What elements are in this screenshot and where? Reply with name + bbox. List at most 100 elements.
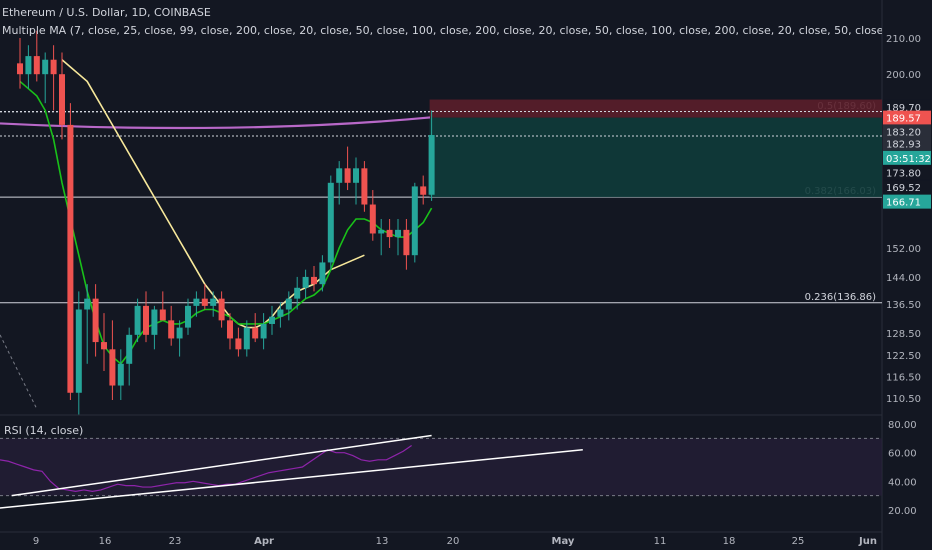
- candle-body: [378, 229, 385, 234]
- time-tick-label: 11: [654, 536, 667, 547]
- target-zone: [429, 117, 882, 198]
- price-tick-label: 210.00: [886, 34, 921, 45]
- candle-body: [344, 168, 351, 183]
- price-tick-label: 144.00: [886, 273, 921, 284]
- candle-body: [336, 168, 343, 183]
- candle-body: [369, 204, 376, 234]
- candle-body: [67, 124, 74, 393]
- rsi-trendline: [0, 449, 583, 509]
- candle-body: [50, 59, 57, 75]
- time-tick-label: 23: [169, 536, 182, 547]
- candle-body: [42, 59, 49, 75]
- candle-body: [101, 342, 107, 350]
- ma-short-line: [19, 80, 433, 365]
- candle-body: [185, 305, 191, 328]
- candle-body: [210, 298, 217, 306]
- candle-body: [33, 56, 40, 75]
- time-tick-label: 13: [376, 536, 389, 547]
- rsi-tick-label: 20.00: [888, 506, 917, 517]
- price-tick-label: 173.80: [886, 169, 921, 180]
- candle-body: [420, 186, 427, 195]
- price-tick-label: 200.00: [886, 70, 921, 81]
- candle-body: [361, 168, 368, 205]
- candle-body: [134, 305, 141, 335]
- time-tick-label: Apr: [254, 536, 274, 547]
- candle-body: [395, 229, 401, 238]
- trend-line: [0, 334, 37, 408]
- time-tick-label: 20: [447, 536, 460, 547]
- candle-body: [260, 323, 267, 339]
- candle-body: [252, 327, 259, 339]
- candle-body: [319, 262, 326, 285]
- price-tag: [883, 124, 931, 139]
- candle-body: [84, 298, 91, 310]
- candle-body: [117, 363, 124, 386]
- price-tag: [883, 194, 931, 209]
- time-tick-label: 16: [99, 536, 112, 547]
- price-tick-label: 189.57: [886, 114, 921, 125]
- price-tick-label: 122.50: [886, 351, 921, 362]
- price-tick-label: 189.70: [886, 103, 921, 114]
- rsi-band: [0, 438, 882, 496]
- rsi-legend[interactable]: RSI (14, close): [4, 424, 84, 437]
- price-tick-label: 136.50: [886, 300, 921, 311]
- symbol-title[interactable]: Ethereum / U.S. Dollar, 1D, COINBASE: [2, 6, 211, 19]
- candle-body: [285, 298, 292, 310]
- price-tag: [883, 165, 931, 180]
- time-tick-label: 18: [723, 536, 736, 547]
- rsi-panel: [0, 434, 882, 509]
- candle-body: [151, 309, 158, 335]
- candle-body: [277, 309, 284, 317]
- candle-body: [243, 327, 250, 350]
- candle-body: [403, 229, 410, 256]
- price-tick-label: 128.50: [886, 329, 921, 340]
- price-tag: [883, 110, 931, 125]
- time-tick-label: May: [552, 536, 575, 547]
- candle-body: [302, 276, 309, 288]
- candle-body: [235, 338, 242, 350]
- candle-body: [126, 334, 133, 364]
- time-tick-label: Jun: [858, 536, 877, 547]
- candle-body: [193, 298, 200, 306]
- rsi-tick-label: 60.00: [888, 449, 917, 460]
- price-tick-label: 03:51:32: [886, 154, 931, 165]
- price-tick-label: 183.20: [886, 127, 921, 138]
- price-tag: [883, 99, 931, 114]
- price-tick-label: 169.52: [886, 183, 921, 194]
- price-tag: [883, 180, 931, 195]
- candle-body: [168, 320, 175, 339]
- candle-body: [311, 276, 317, 285]
- rsi-tick-label: 40.00: [888, 477, 917, 488]
- candle-body: [143, 305, 149, 335]
- price-tick-label: 182.93: [886, 139, 921, 150]
- candle-body: [269, 316, 275, 324]
- candle-body: [294, 287, 301, 299]
- candle-body: [17, 63, 23, 75]
- candle-body: [428, 135, 435, 195]
- candles: [0, 30, 435, 415]
- indicator-legend[interactable]: Multiple MA (7, close, 25, close, 99, cl…: [2, 24, 882, 37]
- ma-long-line: [0, 116, 431, 130]
- price-tick-label: 110.50: [886, 394, 921, 405]
- candle-body: [59, 74, 65, 125]
- candle-body: [411, 186, 418, 256]
- time-tick-label: 9: [33, 536, 39, 547]
- stop-zone: [429, 99, 882, 118]
- candle-body: [159, 309, 166, 321]
- rsi-line: [0, 445, 412, 492]
- price-tag: [883, 136, 931, 151]
- candle-body: [386, 229, 393, 238]
- candle-body: [75, 309, 82, 393]
- price-tick-label: 116.50: [886, 372, 921, 383]
- candle-body: [353, 168, 359, 183]
- candle-body: [327, 182, 334, 263]
- candle-body: [25, 56, 32, 75]
- price-tag: [883, 150, 931, 165]
- rsi-trendline: [11, 434, 432, 497]
- position-zones: [0, 99, 882, 198]
- candle-body: [201, 298, 208, 306]
- time-tick-label: 25: [792, 536, 805, 547]
- candle-body: [227, 320, 233, 339]
